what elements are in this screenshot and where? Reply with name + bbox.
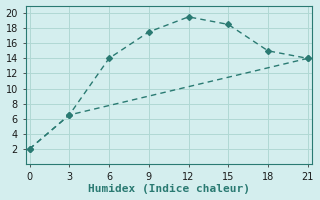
X-axis label: Humidex (Indice chaleur): Humidex (Indice chaleur) (88, 184, 250, 194)
